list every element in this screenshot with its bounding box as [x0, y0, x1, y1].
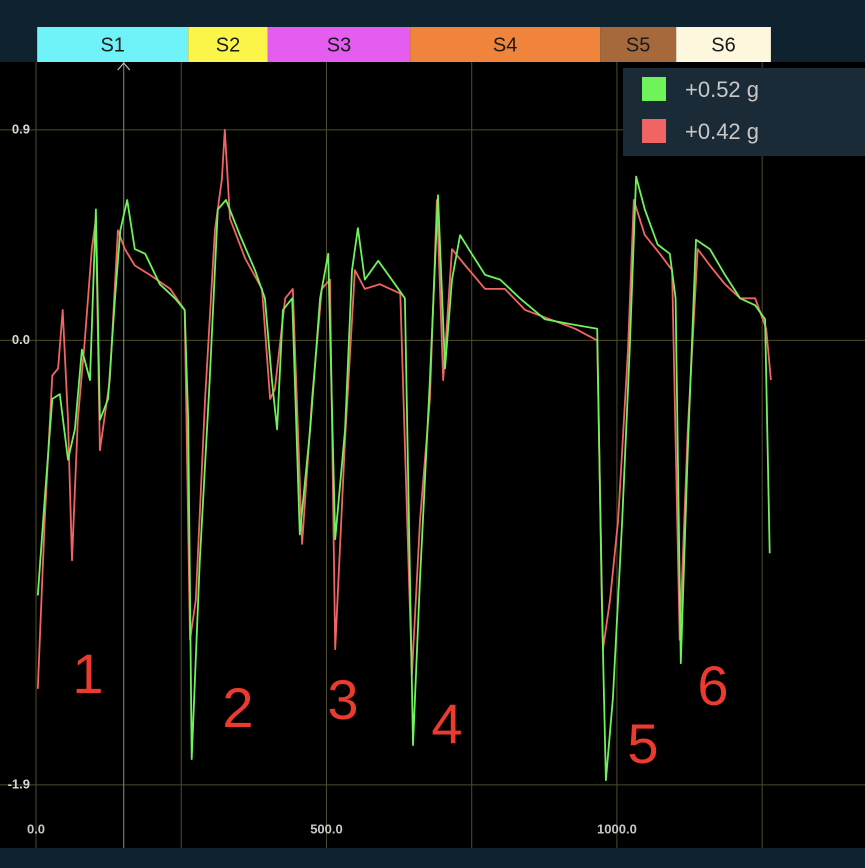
legend-swatch — [642, 77, 666, 101]
segment — [267, 27, 411, 62]
segment-label: S5 — [626, 34, 650, 56]
segment — [410, 27, 601, 62]
y-tick-label: 0.0 — [12, 332, 30, 347]
series-line — [36, 175, 771, 782]
y-tick-label: -1.9 — [8, 776, 30, 791]
grid: 0.9 0.0 -1.9 0.0 500.0 1000.0 — [0, 62, 865, 848]
annotations: 1 2 3 4 56 — [72, 642, 728, 775]
x-tick-label: 500.0 — [310, 821, 343, 836]
footer-bar — [0, 848, 865, 868]
segment — [37, 27, 189, 62]
annotation: 2 — [222, 676, 253, 739]
legend-swatch — [642, 119, 666, 143]
segment — [600, 27, 677, 62]
segment — [676, 27, 771, 62]
x-tick-label: 0.0 — [27, 821, 45, 836]
annotation: 5 — [627, 712, 658, 775]
segment-label: S2 — [216, 34, 240, 56]
y-tick-label: 0.9 — [12, 121, 30, 136]
annotation: 3 — [327, 668, 358, 731]
lines — [36, 128, 772, 782]
segment-label: S3 — [327, 34, 351, 56]
cursor-arrow — [117, 62, 131, 71]
legend-label: +0.52 g — [685, 77, 759, 102]
annotation: 1 — [72, 642, 103, 705]
segment — [188, 27, 268, 62]
annotation: 6 — [697, 654, 728, 717]
segment-label: S4 — [493, 34, 517, 56]
legend-label: +0.42 g — [685, 119, 759, 144]
segment-label: S1 — [100, 34, 124, 56]
annotation: 4 — [431, 692, 462, 755]
segments: S1 S2 S3 S4 S5 S6 — [37, 27, 771, 62]
segment-label: S6 — [711, 34, 735, 56]
legend: +0.52 g +0.42 g — [623, 68, 865, 156]
x-tick-label: 1000.0 — [597, 821, 637, 836]
